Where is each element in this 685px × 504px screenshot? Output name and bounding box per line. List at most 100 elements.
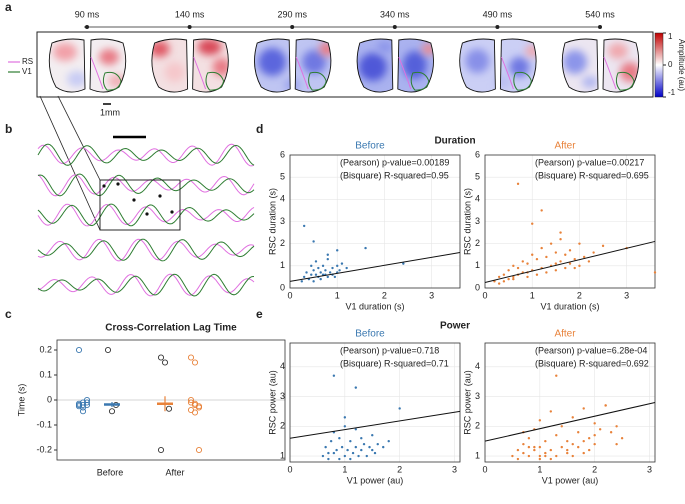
point — [538, 419, 542, 422]
point — [587, 448, 591, 452]
point — [336, 264, 339, 268]
map-blob — [258, 48, 287, 76]
point — [560, 445, 563, 449]
point — [402, 262, 405, 265]
hemisphere — [151, 38, 189, 93]
trace — [37, 143, 255, 166]
point — [507, 269, 510, 272]
point — [343, 416, 347, 419]
map-blob — [358, 53, 387, 81]
point — [398, 407, 401, 410]
colorbar-tick-label: 1 — [668, 32, 673, 41]
point — [357, 454, 360, 458]
point — [79, 408, 87, 415]
time-dot — [187, 25, 192, 29]
point — [544, 451, 547, 455]
point — [527, 445, 531, 449]
point — [502, 280, 506, 283]
point — [571, 442, 574, 446]
point — [195, 446, 203, 454]
point — [349, 439, 352, 443]
point — [108, 408, 116, 415]
point — [554, 262, 558, 265]
x-tick-label: 3 — [624, 290, 629, 300]
map-blob — [620, 62, 639, 82]
point — [516, 448, 520, 452]
point — [157, 354, 165, 361]
subplot-title: Before — [355, 141, 385, 152]
time-dot — [85, 25, 89, 29]
y-tick-label: 6 — [475, 149, 480, 159]
point — [338, 437, 341, 440]
fit-line — [289, 252, 461, 282]
trace — [37, 174, 255, 197]
time-label: 140 ms — [175, 9, 205, 19]
point — [324, 269, 327, 272]
y-tick-label: 0.1 — [39, 369, 52, 379]
y-tick-label: 1 — [475, 450, 480, 460]
panel-label: c — [5, 307, 12, 321]
map-blob — [197, 39, 222, 55]
point — [578, 264, 581, 268]
subplot-title: After — [554, 141, 576, 152]
trace — [37, 203, 255, 227]
point — [615, 442, 618, 446]
point — [593, 422, 596, 425]
point — [527, 437, 531, 440]
map-blob — [421, 43, 434, 55]
point — [566, 439, 569, 443]
point — [521, 260, 524, 263]
y-tick-label: 3 — [280, 216, 285, 226]
axes-box — [289, 342, 461, 463]
x-axis-label: V1 power (au) — [347, 475, 404, 485]
point — [161, 359, 169, 366]
point — [540, 246, 543, 250]
point — [545, 271, 548, 274]
point — [566, 451, 569, 455]
point — [531, 253, 534, 256]
y-tick-label: 4 — [280, 361, 285, 371]
fit-line — [484, 402, 656, 442]
y-tick-label: 5 — [475, 172, 480, 182]
point — [538, 457, 542, 461]
point — [317, 266, 320, 270]
v1-outline — [615, 71, 635, 91]
map-blob — [67, 71, 87, 87]
point — [587, 260, 591, 263]
colorbar-label: Amplitude (au) — [677, 39, 685, 91]
annotation: (Bisquare) R-squared=0.692 — [535, 358, 649, 368]
point — [327, 451, 330, 455]
point — [79, 401, 87, 409]
point — [75, 346, 83, 354]
event-dot — [102, 184, 106, 188]
hemisphere — [192, 38, 229, 93]
point — [549, 242, 553, 245]
zoom-line — [57, 95, 101, 181]
point — [314, 260, 318, 263]
scale-bar-label: 1mm — [100, 107, 120, 117]
point — [555, 374, 558, 377]
point — [326, 275, 329, 279]
point — [516, 266, 520, 270]
point — [587, 437, 591, 440]
y-tick-label: 0 — [280, 282, 285, 292]
time-label: 490 ms — [483, 9, 513, 19]
map-blob — [494, 76, 511, 88]
point — [368, 445, 371, 449]
section-title: Power — [440, 321, 470, 332]
y-tick-label: 1 — [475, 260, 480, 270]
point — [346, 448, 349, 452]
point — [582, 451, 585, 455]
x-axis-label: V1 power (au) — [542, 475, 599, 485]
point — [373, 451, 377, 455]
event-dot — [145, 212, 149, 216]
rs-outline — [90, 56, 104, 90]
y-tick-label: 6 — [280, 149, 285, 159]
point — [321, 454, 325, 458]
point — [559, 238, 562, 241]
point — [497, 282, 501, 285]
point — [83, 396, 91, 404]
point — [582, 439, 585, 443]
point — [571, 416, 574, 419]
